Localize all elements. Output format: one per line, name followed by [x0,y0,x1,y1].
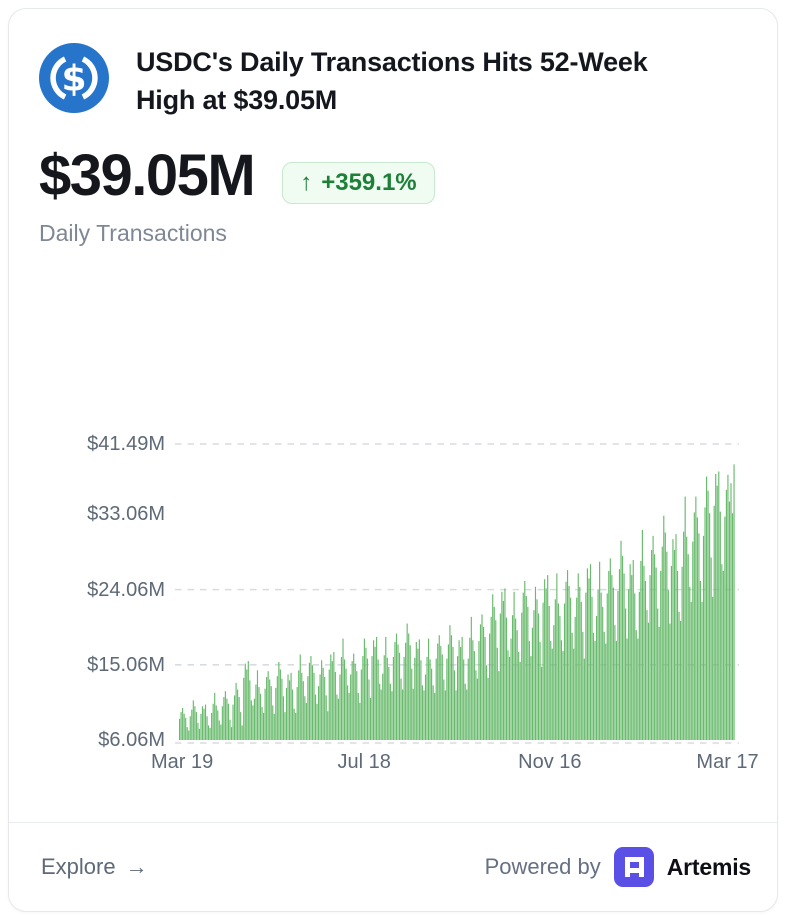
artemis-logo-icon [613,847,654,887]
x-tick-label: Nov 16 [518,751,582,773]
card-header: $ USDC's Daily Transactions Hits 52-Week… [9,9,777,119]
stat-value: $39.05M [39,143,256,208]
stat-card: $ USDC's Daily Transactions Hits 52-Week… [8,8,778,912]
y-tick-label: $6.06M [98,729,165,751]
bar-series [179,442,735,746]
explore-label: Explore [41,854,116,879]
change-badge: ↑ +359.1% [282,162,435,204]
stat-label: Daily Transactions [39,220,227,246]
arrow-right-icon: → [125,854,148,879]
transactions-chart: $41.49M $33.06M $24.06M $15.06M $6.06M Mar 1… [67,433,759,781]
artemis-brand: Artemis [666,853,751,880]
y-tick-label: $24.06M [87,578,165,601]
svg-text:$: $ [61,59,86,100]
explore-link[interactable]: Explore → [41,854,148,880]
usdc-logo-icon: $ [39,43,109,113]
x-tick-label: Mar 19 [150,751,214,773]
x-tick-label: Jul 18 [337,751,391,773]
card-title-line2: High at $39.05M [136,85,338,115]
card-title-line1: USDC's Daily Transactions Hits 52-Week [136,47,648,77]
x-tick-label: Mar 17 [696,751,759,773]
x-axis-labels: Mar 19 Jul 18 Nov 16 Mar 17 [151,751,759,781]
stat-row: $39.05M ↑ +359.1% [9,147,777,205]
y-axis-labels: $41.49M $33.06M $24.06M $15.06M $6.06M [67,433,179,751]
card-footer: Explore → Powered by Artemis [9,822,777,911]
y-tick-label: $15.06M [87,653,165,676]
powered-by[interactable]: Powered by Artemis [485,847,751,887]
change-percent: +359.1% [321,169,417,196]
y-tick-label: $33.06M [87,503,165,526]
card-title: USDC's Daily Transactions Hits 52-Week H… [136,43,648,119]
y-tick-label: $41.49M [87,433,165,455]
chart-plot-area [179,442,735,746]
powered-by-label: Powered by [484,854,601,879]
up-arrow-icon: ↑ [300,169,313,196]
